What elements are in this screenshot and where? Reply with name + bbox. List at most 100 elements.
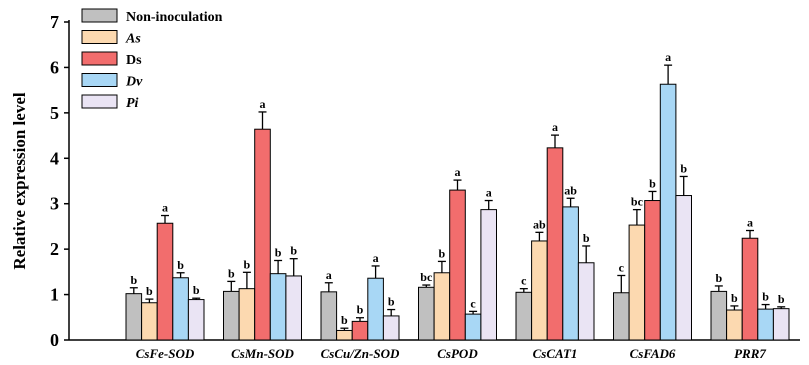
significance-letter: b [244,257,251,271]
bar [659,83,677,341]
legend-swatch [81,73,118,87]
significance-letter: b [649,176,656,190]
bar [741,237,759,341]
bar [418,286,435,341]
bar [464,313,482,341]
bar [628,224,646,341]
significance-letter: b [778,292,785,306]
legend-swatch [81,30,118,44]
y-tick-label: 7 [50,12,59,32]
bar [187,299,205,341]
bar [710,290,728,341]
y-tick-label: 3 [50,194,59,214]
legend-label: Non-inoculation [126,10,223,25]
x-tick-label: PRR7 [734,346,766,361]
significance-letter: a [373,251,379,265]
significance-letter: bc [420,270,433,284]
bar [675,195,693,341]
significance-letter: a [665,50,671,64]
bar [613,292,630,341]
x-tick-label: CsMn-SOD [231,346,294,361]
significance-letter: b [388,295,395,309]
significance-letter: a [486,186,492,200]
significance-letter: b [680,161,687,175]
x-tick-label: CsPOD [437,346,478,361]
legend-swatch [81,8,118,23]
y-tick-label: 2 [50,239,59,259]
significance-letter: c [619,260,625,274]
bar [449,189,466,341]
x-tick-label: CsFe-SOD [136,346,195,361]
bar [269,273,287,341]
y-tick-label: 1 [50,285,59,305]
significance-letter: b [439,246,446,260]
legend-label: As [125,32,141,47]
bar [367,277,384,341]
bar [772,308,790,341]
bar [254,128,271,341]
bar [156,222,174,341]
bar [336,329,353,341]
x-tick-label: CsCu/Zn-SOD [321,346,400,361]
significance-letter: ab [533,217,546,231]
bar [285,275,302,341]
significance-letter: a [260,97,266,111]
bars-layer [125,64,790,341]
y-tick-label: 0 [50,330,59,350]
bar [433,272,451,341]
bar [172,277,189,341]
bar [515,291,533,341]
significance-letter: b [290,244,297,258]
legend: Non-inoculation As Ds Dv Pi [81,8,223,111]
bar [531,240,548,341]
significance-letter: ab [564,183,577,197]
significance-letter: a [326,268,332,282]
significance-letter: b [341,313,348,327]
bar [223,290,240,341]
legend-swatch [81,94,118,109]
legend-label: Dv [125,75,143,90]
bar [726,309,743,341]
significance-letter: b [715,271,722,285]
significance-letter: b [762,290,769,304]
bar [644,200,661,341]
legend-label: Ds [126,53,142,68]
significance-letter: a [747,216,753,230]
significance-letter: a [552,120,558,134]
significance-letter: b [228,266,235,280]
significance-letter: b [275,246,282,260]
significance-letter: b [193,283,200,297]
significance-letter: c [470,296,476,310]
significance-letter: bc [631,195,644,209]
bar [125,293,143,341]
significance-letter: a [162,201,168,215]
significance-letter: b [146,284,153,298]
legend-swatch [81,51,118,66]
legend-label: Pi [126,96,139,111]
significance-letter: c [521,274,527,288]
significance-letter: b [731,291,738,305]
bar [351,320,369,341]
bar [141,302,158,341]
bar [382,315,400,341]
bar [238,288,256,341]
bar [562,206,579,341]
significance-letter: b [357,303,364,317]
bar [320,291,338,341]
bar [546,147,564,341]
bar [577,262,595,341]
significance-letter: a [455,165,461,179]
x-tick-label: CsFAD6 [630,346,676,361]
significance-letter: b [583,231,590,245]
y-tick-label: 6 [50,57,59,77]
y-axis-title: Relative expression level [10,92,29,269]
y-tick-label: 5 [50,103,59,123]
significance-letter: b [177,258,184,272]
x-tick-label: CsCAT1 [533,346,578,361]
significance-letter: b [130,273,137,287]
y-tick-label: 4 [50,148,59,168]
bar [480,209,497,341]
bar [757,308,774,341]
